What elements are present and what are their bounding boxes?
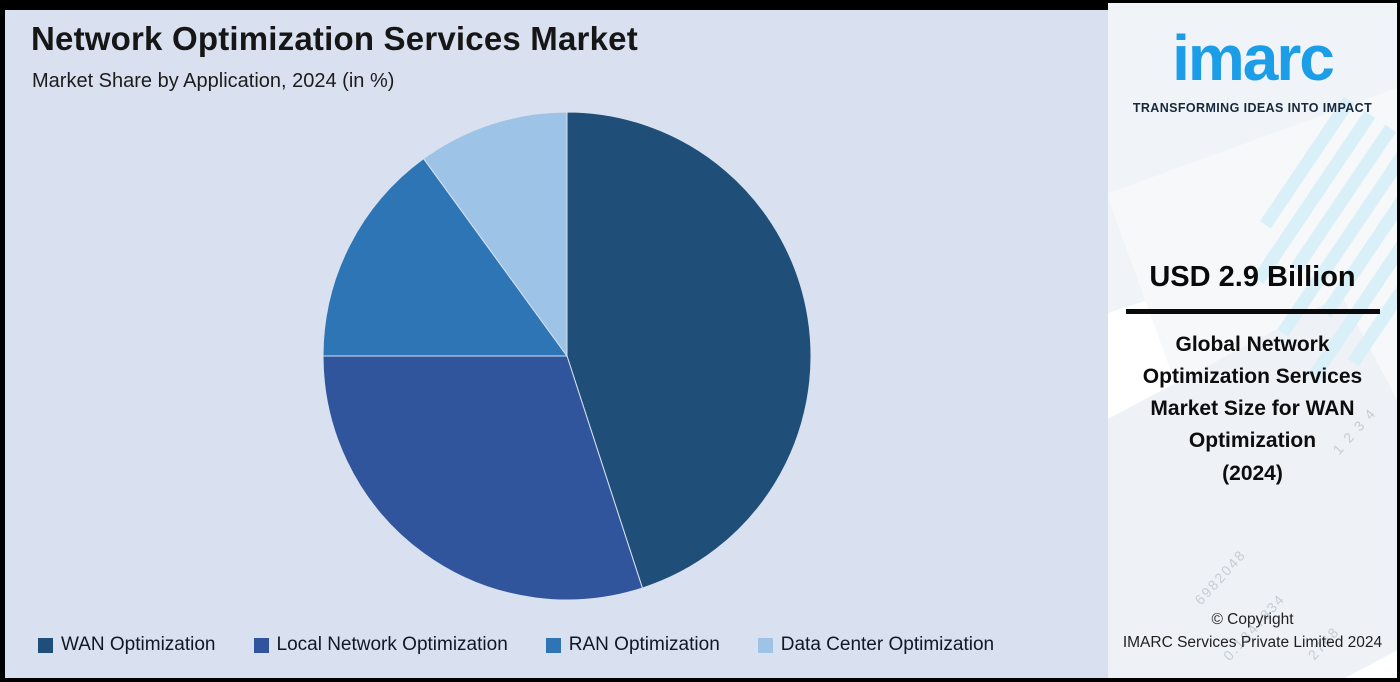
imarc-logo-tagline: TRANSFORMING IDEAS INTO IMPACT [1132, 101, 1373, 116]
pie-slice [322, 157, 568, 357]
legend-label: WAN Optimization [61, 634, 216, 655]
description-line: Global Network [1175, 333, 1330, 356]
brand-sidebar: 1 2 3 4 6982048 0.1347834 2768 imarc TRA… [1108, 3, 1397, 678]
pie-slice [566, 111, 812, 589]
page-title: Network Optimization Services Market [31, 20, 638, 57]
legend-swatch-data-center [757, 637, 773, 653]
legend-item-wan: WAN Optimization [38, 634, 216, 656]
copyright-notice: © Copyright IMARC Services Private Limit… [1108, 609, 1397, 654]
description-line: (2024) [1222, 461, 1283, 485]
pie-chart [322, 111, 812, 601]
imarc-logo: imarc TRANSFORMING IDEAS INTO IMPACT [1108, 15, 1397, 115]
description-line: Optimization [1188, 429, 1317, 453]
imarc-logo-text: imarc [1172, 22, 1335, 94]
legend-label: RAN Optimization [568, 634, 720, 655]
divider-rule [1125, 309, 1380, 314]
market-value: USD 2.9 Billion [1149, 261, 1356, 293]
copyright-line2: IMARC Services Private Limited 2024 [1122, 633, 1383, 651]
legend-item-data-center: Data Center Optimization [757, 634, 995, 656]
market-description: Global Network Optimization Services Mar… [1128, 329, 1378, 490]
legend-swatch-ran [545, 637, 561, 653]
copyright-line1: © Copyright [1211, 611, 1294, 629]
description-line: Market Size for WAN [1150, 397, 1355, 421]
description-line: Optimization Services [1142, 365, 1363, 389]
pie-slice [422, 111, 568, 358]
chart-legend: WAN Optimization Local Network Optimizat… [38, 634, 994, 656]
watermark-number: 6982048 [1191, 546, 1250, 608]
legend-label: Local Network Optimization [276, 634, 508, 655]
pie-slice [322, 355, 644, 601]
legend-label: Data Center Optimization [780, 634, 995, 655]
chart-panel: Network Optimization Services Market Mar… [5, 3, 1108, 678]
legend-item-local-network: Local Network Optimization [253, 634, 508, 656]
legend-swatch-wan [38, 637, 53, 653]
legend-item-ran: RAN Optimization [545, 634, 720, 656]
pie-slices [322, 111, 812, 601]
chart-subtitle: Market Share by Application, 2024 (in %) [32, 70, 395, 92]
legend-swatch-local-network [253, 637, 269, 653]
